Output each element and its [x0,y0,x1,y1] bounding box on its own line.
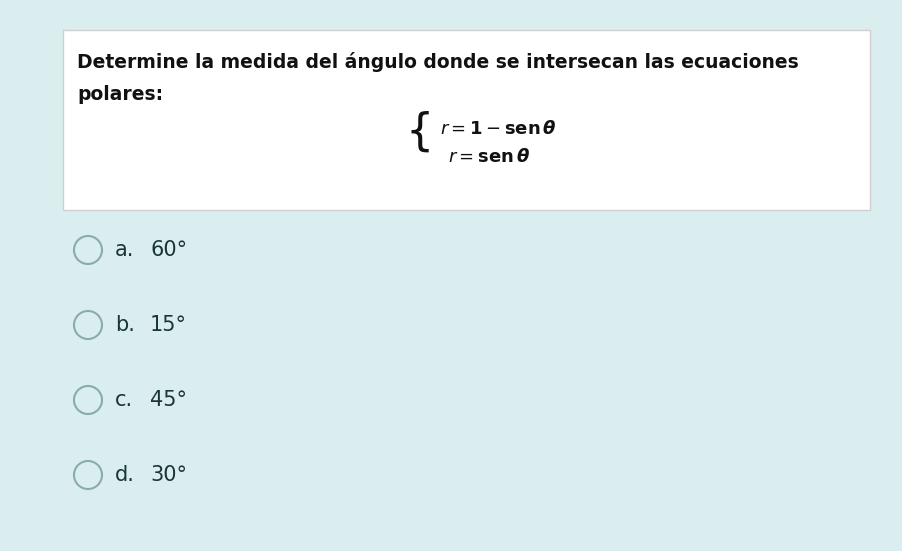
Text: 15°: 15° [150,315,187,335]
Text: c.: c. [115,390,133,410]
Circle shape [74,461,102,489]
Text: {: { [405,111,434,154]
Text: d.: d. [115,465,134,485]
Text: 45°: 45° [150,390,187,410]
Circle shape [74,386,102,414]
Text: Determine la medida del ángulo donde se intersecan las ecuaciones: Determine la medida del ángulo donde se … [77,52,798,72]
Text: $r = \mathbf{sen}\,\boldsymbol{\theta}$: $r = \mathbf{sen}\,\boldsymbol{\theta}$ [447,148,529,166]
Bar [63,30,869,210]
Circle shape [74,311,102,339]
Text: $r = \mathbf{1} - \mathbf{sen}\,\boldsymbol{\theta}$: $r = \mathbf{1} - \mathbf{sen}\,\boldsym… [439,120,556,138]
Text: a.: a. [115,240,134,260]
Circle shape [74,236,102,264]
Text: 30°: 30° [150,465,187,485]
Text: polares:: polares: [77,85,163,104]
Text: 60°: 60° [150,240,187,260]
Text: b.: b. [115,315,134,335]
